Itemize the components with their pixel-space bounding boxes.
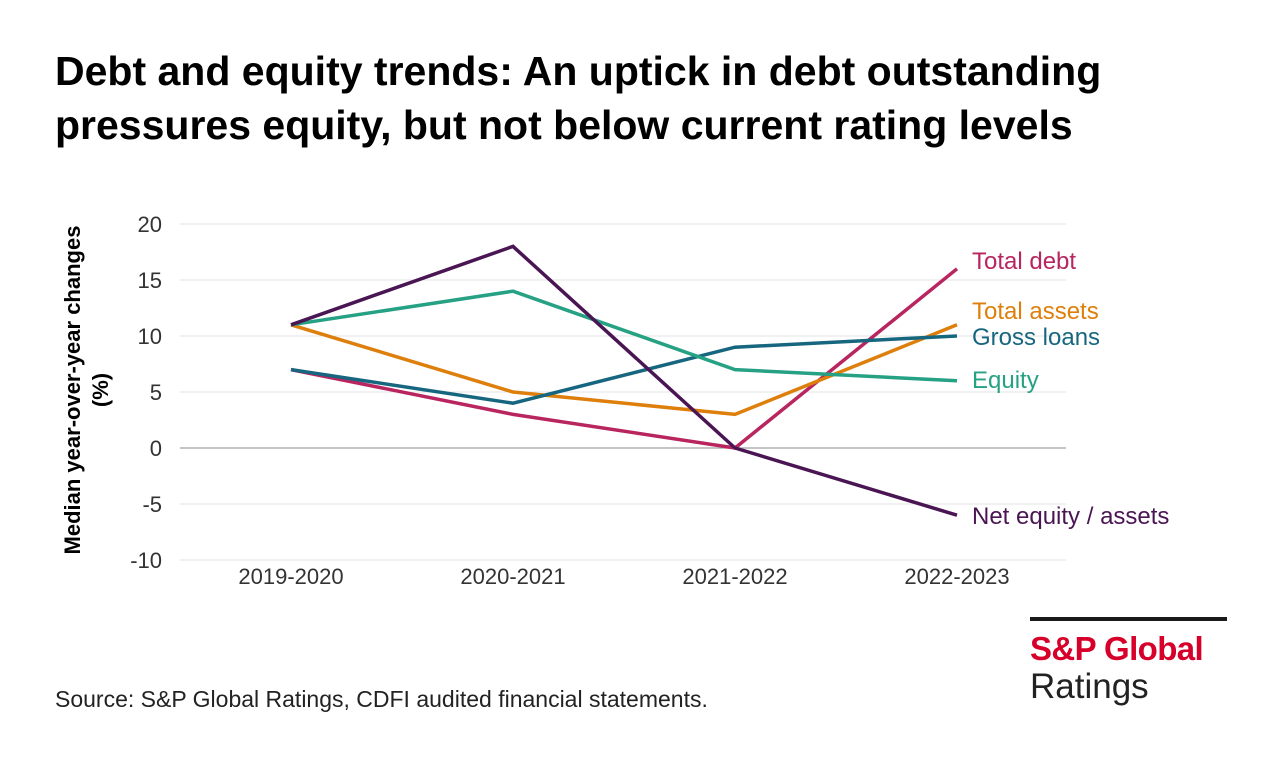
logo-bar: [1030, 617, 1227, 621]
series-label: Net equity / assets: [972, 503, 1169, 530]
y-tick-label: -5: [142, 492, 162, 517]
series-label: Total assets: [972, 298, 1099, 325]
y-tick-label: -10: [130, 548, 162, 573]
logo-brand: S&P Global: [1030, 630, 1204, 667]
series-lines: [290, 244, 959, 517]
y-tick-label: 15: [138, 268, 162, 293]
chart-title: Debt and equity trends: An uptick in deb…: [55, 44, 1235, 152]
x-tick-label: 2020-2021: [460, 564, 565, 589]
source-note: Source: S&P Global Ratings, CDFI audited…: [55, 686, 708, 712]
series-label: Equity: [972, 367, 1039, 394]
title-line-2: pressures equity, but not below current …: [55, 102, 1073, 148]
sp-global-ratings-logo: S&P Global Ratings: [1030, 617, 1227, 707]
title-line-1: Debt and equity trends: An uptick in deb…: [55, 48, 1102, 94]
series-line-total-debt: [290, 267, 959, 450]
y-tick-label: 5: [150, 380, 162, 405]
y-tick-label: 0: [150, 436, 162, 461]
y-tick-label: 10: [138, 324, 162, 349]
logo-sub: Ratings: [1030, 667, 1149, 706]
y-tick-label: 20: [138, 212, 162, 237]
series-line-total-assets: [290, 323, 958, 417]
x-axis-ticks: 2019-2020 2020-2021 2021-2022 2022-2023: [238, 564, 1009, 589]
y-axis-label-line-1: Median year-over-year changes: [60, 226, 85, 555]
y-axis-label-line-2: (%): [88, 373, 113, 407]
x-tick-label: 2021-2022: [682, 564, 787, 589]
y-axis-label: Median year-over-year changes (%): [60, 226, 113, 555]
series-line-gross-loans: [290, 334, 958, 405]
x-tick-label: 2019-2020: [238, 564, 343, 589]
x-tick-label: 2022-2023: [904, 564, 1009, 589]
series-label: Gross loans: [972, 324, 1100, 351]
y-axis-ticks: 20 15 10 5 0 -5 -10: [130, 212, 162, 573]
series-label: Total debt: [972, 248, 1076, 275]
series-line-equity: [290, 289, 958, 383]
series-line-net-equity-assets: [290, 244, 958, 517]
